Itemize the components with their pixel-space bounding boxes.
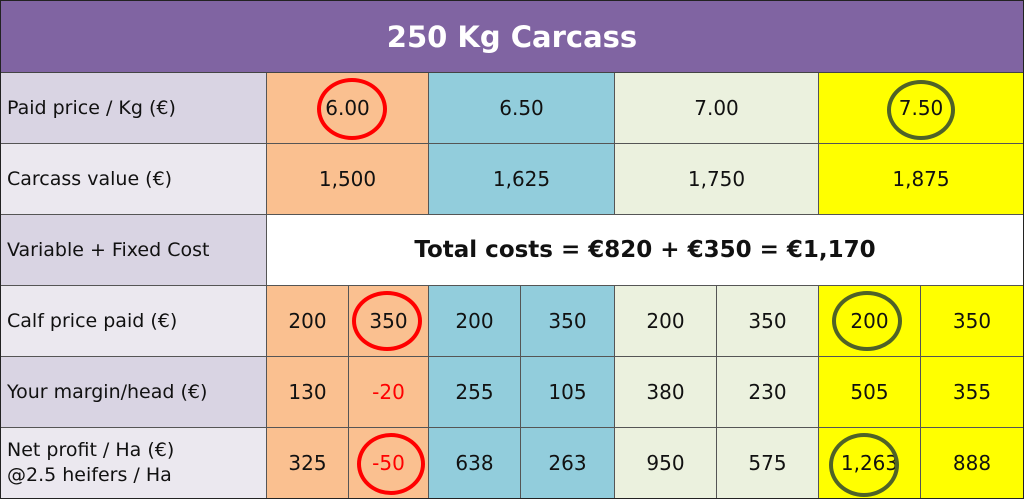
margin-2: -20 bbox=[349, 357, 429, 428]
net-profit-8: 888 bbox=[921, 428, 1023, 498]
label-paid-price: Paid price / Kg (€) bbox=[1, 73, 267, 144]
calf-price-8: 350 bbox=[921, 286, 1023, 357]
label-net-profit: Net profit / Ha (€) @2.5 heifers / Ha bbox=[1, 428, 267, 498]
paid-price-1: 6.00 bbox=[267, 73, 429, 144]
margin-7: 505 bbox=[819, 357, 921, 428]
net-profit-4: 263 bbox=[521, 428, 615, 498]
calf-price-3: 200 bbox=[429, 286, 521, 357]
paid-price-2: 6.50 bbox=[429, 73, 615, 144]
net-profit-2: -50 bbox=[349, 428, 429, 498]
margin-5: 380 bbox=[615, 357, 717, 428]
calf-price-1: 200 bbox=[267, 286, 349, 357]
net-profit-6: 575 bbox=[717, 428, 819, 498]
margin-3: 255 bbox=[429, 357, 521, 428]
label-carcass-value: Carcass value (€) bbox=[1, 144, 267, 215]
calf-price-4: 350 bbox=[521, 286, 615, 357]
carcass-value-2: 1,625 bbox=[429, 144, 615, 215]
carcass-value-1: 1,500 bbox=[267, 144, 429, 215]
carcass-value-4: 1,875 bbox=[819, 144, 1023, 215]
net-profit-3: 638 bbox=[429, 428, 521, 498]
label-net-profit-line1: Net profit / Ha (€) bbox=[7, 439, 175, 461]
label-costs: Variable + Fixed Cost bbox=[1, 215, 267, 286]
net-profit-7: 1,263 bbox=[819, 428, 921, 498]
margin-6: 230 bbox=[717, 357, 819, 428]
net-profit-1: 325 bbox=[267, 428, 349, 498]
margin-4: 105 bbox=[521, 357, 615, 428]
net-profit-5: 950 bbox=[615, 428, 717, 498]
calf-price-6: 350 bbox=[717, 286, 819, 357]
carcass-value-3: 1,750 bbox=[615, 144, 819, 215]
calf-price-7: 200 bbox=[819, 286, 921, 357]
margin-8: 355 bbox=[921, 357, 1023, 428]
table-title: 250 Kg Carcass bbox=[1, 1, 1023, 73]
label-net-profit-line2: @2.5 heifers / Ha bbox=[7, 464, 172, 486]
total-costs: Total costs = €820 + €350 = €1,170 bbox=[267, 215, 1023, 286]
label-margin: Your margin/head (€) bbox=[1, 357, 267, 428]
label-calf-price: Calf price paid (€) bbox=[1, 286, 267, 357]
margin-1: 130 bbox=[267, 357, 349, 428]
paid-price-3: 7.00 bbox=[615, 73, 819, 144]
calf-price-2: 350 bbox=[349, 286, 429, 357]
calf-price-5: 200 bbox=[615, 286, 717, 357]
paid-price-4: 7.50 bbox=[819, 73, 1023, 144]
